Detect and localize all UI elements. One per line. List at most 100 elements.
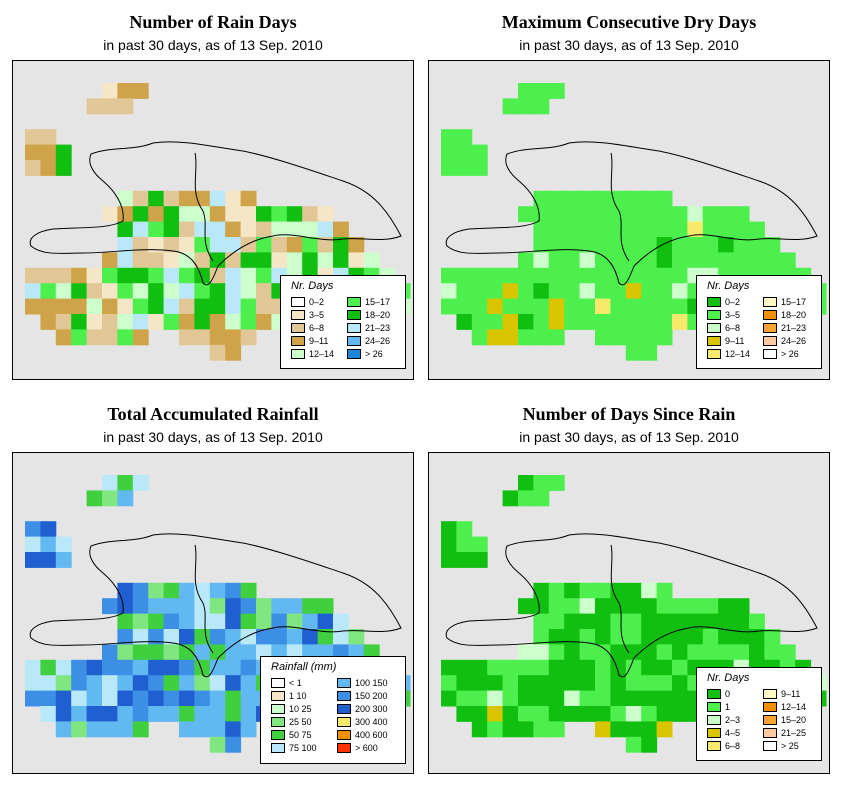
map-grid-cell — [240, 706, 257, 722]
legend-swatch — [271, 729, 285, 740]
legend-item: 200 300 — [337, 703, 388, 714]
map-grid-cell — [518, 475, 534, 491]
map-grid-cell — [194, 629, 211, 645]
map-grid-cell — [117, 598, 134, 615]
map-grid-cell — [471, 721, 488, 738]
map-grid-cell — [179, 252, 195, 269]
map-grid-cell — [40, 675, 57, 692]
map-grid-cell — [548, 613, 565, 630]
map-grid-cell — [456, 552, 473, 568]
map-grid-cell — [702, 252, 719, 269]
map-grid-cell — [225, 314, 242, 330]
map-grid-cell — [518, 721, 534, 738]
map-grid-cell — [179, 644, 195, 661]
map-grid-cell — [533, 721, 550, 738]
map-grid-cell — [641, 690, 658, 707]
map-grid-cell — [471, 160, 488, 176]
map-grid-cell — [625, 644, 642, 661]
map-grid-cell — [764, 644, 781, 661]
map-grid-cell — [610, 690, 627, 707]
map-grid-cell — [548, 329, 565, 346]
map-grid-cell — [502, 283, 519, 300]
country-border — [610, 152, 630, 262]
legend-label: 3–5 — [725, 309, 741, 320]
map-grid-cell — [441, 675, 457, 692]
map-grid-cell — [656, 613, 673, 630]
map-grid-cell — [25, 144, 41, 161]
legend-item: 2–3 — [707, 714, 740, 725]
map-grid-cell — [194, 298, 211, 315]
legend-swatch — [763, 322, 777, 333]
legend-item: 24–26 — [763, 335, 806, 346]
map-grid-cell — [441, 552, 457, 568]
map-grid-cell — [764, 629, 781, 645]
map-grid-cell — [471, 298, 488, 315]
legend-label: 50 75 — [289, 729, 312, 740]
map-grid-cell — [441, 690, 457, 707]
map-grid-cell — [656, 706, 673, 722]
map-grid-cell — [518, 252, 534, 269]
map-grid-cell — [564, 298, 581, 315]
map-grid-cell — [625, 267, 642, 284]
map-grid-cell — [656, 206, 673, 223]
map-grid-cell — [672, 206, 688, 223]
map-grid-cell — [86, 329, 103, 346]
map-grid-cell — [702, 629, 719, 645]
map-grid-cell — [471, 706, 488, 722]
map-grid-cell — [194, 252, 211, 269]
legend-item: > 600 — [337, 742, 378, 753]
map-grid-cell — [71, 329, 88, 346]
map-grid-cell — [148, 252, 165, 269]
map-grid-cell — [209, 221, 226, 238]
map-grid-cell — [518, 283, 534, 300]
map-grid-cell — [656, 644, 673, 661]
map-grid-cell — [579, 252, 596, 269]
map-grid-cell — [102, 690, 118, 707]
legend-item: 100 150 — [337, 677, 388, 688]
legend-swatch — [347, 296, 361, 307]
map-grid-cell — [209, 690, 226, 707]
legend-swatch — [763, 335, 777, 346]
legend-title: Nr. Days — [707, 280, 750, 292]
map-grid-cell — [702, 221, 719, 238]
legend-item: 9–11 — [291, 335, 328, 346]
panel-title: Number of Rain Days — [129, 12, 297, 32]
map-grid-cell — [40, 659, 57, 676]
map-grid-cell — [240, 267, 257, 284]
map-grid-cell — [502, 706, 519, 722]
map-grid-cell — [132, 237, 149, 253]
map-grid-cell — [533, 252, 550, 269]
map-grid-cell — [55, 329, 72, 346]
map-grid-cell — [471, 659, 488, 676]
map-grid-cell — [271, 629, 288, 645]
map-grid-cell — [579, 706, 596, 722]
map-grid-cell — [610, 252, 627, 269]
map-grid-cell — [25, 160, 41, 176]
legend-label: 12–14 — [781, 701, 807, 712]
map-grid-cell — [271, 252, 288, 269]
map-grid-cell — [733, 252, 750, 269]
map-grid-cell — [240, 582, 257, 599]
map-grid-cell — [487, 267, 504, 284]
map-grid-cell — [209, 644, 226, 661]
map-grid-cell — [25, 690, 41, 707]
map-grid-cell — [271, 221, 288, 238]
map-grid-cell — [148, 659, 165, 676]
map-grid-cell — [148, 283, 165, 300]
map-grid-cell — [533, 283, 550, 300]
map-grid-cell — [117, 490, 134, 507]
map-grid-cell — [132, 690, 149, 707]
map-grid-cell — [117, 706, 134, 722]
legend-item: 18–20 — [763, 309, 806, 320]
map-grid-cell — [117, 206, 134, 223]
map-grid-cell — [132, 659, 149, 676]
map-grid-cell — [687, 629, 704, 645]
map-grid-cell — [117, 267, 134, 284]
map-grid-cell — [86, 98, 103, 115]
map-grid-cell — [240, 314, 257, 330]
legend-item: 21–25 — [763, 727, 806, 738]
map-grid-cell — [240, 675, 257, 692]
map-grid-cell — [163, 706, 180, 722]
map-grid-cell — [672, 267, 688, 284]
map-grid-cell — [148, 598, 165, 615]
